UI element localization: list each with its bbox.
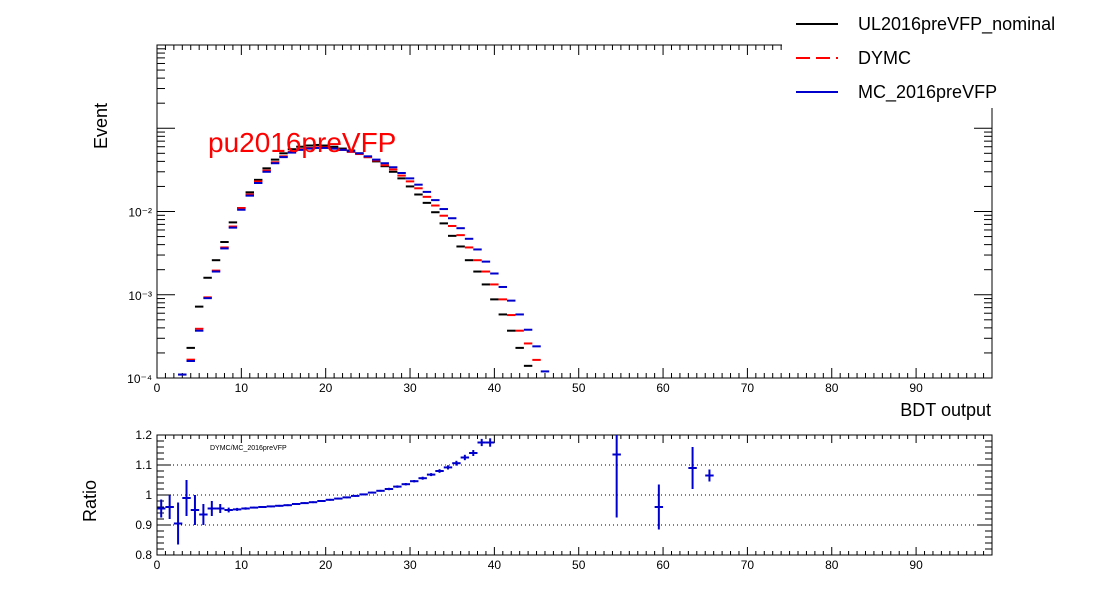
- ratio-x-tick-label: 50: [572, 558, 586, 572]
- ratio-axis-tick-labels: 0 10 20 30 40 50 60 70 80 90 0.8 0.9 1 1.1 1.2: [135, 428, 923, 572]
- main-x-tick-label: 20: [319, 381, 333, 395]
- main-x-tick-label: 10: [235, 381, 249, 395]
- ratio-x-tick-label: 60: [656, 558, 670, 572]
- legend: UL2016preVFP_nominal DYMC MC_2016preVFP: [782, 5, 1092, 108]
- ratio-point: [266, 505, 276, 508]
- ratio-point: [300, 502, 309, 505]
- ratio-point: [249, 506, 259, 509]
- ratio-point: [232, 507, 242, 511]
- ratio-y-tick-label: 0.8: [135, 548, 152, 562]
- ratio-gridlines: [157, 464, 992, 526]
- main-x-tick-label: 0: [154, 381, 161, 395]
- ratio-point: [469, 450, 478, 456]
- ratio-x-tick-label: 40: [488, 558, 502, 572]
- ratio-axis-ticks: [156, 434, 993, 556]
- main-x-tick-label: 80: [825, 381, 839, 395]
- ratio-point: [308, 501, 318, 504]
- ratio-plot-frame: [156, 434, 993, 556]
- ratio-point: [410, 480, 419, 483]
- ratio-y-axis-label: Ratio: [80, 480, 100, 522]
- ratio-point: [157, 499, 166, 518]
- y-axis-label: Event: [91, 103, 111, 149]
- ratio-point: [367, 491, 377, 494]
- x-axis-label: BDT output: [900, 400, 991, 420]
- ratio-x-tick-label: 0: [154, 558, 161, 572]
- ratio-annotation: DYMC/MC_2016preVFP: [210, 445, 287, 452]
- ratio-point: [460, 454, 470, 461]
- ratio-point: [291, 503, 301, 505]
- ratio-y-tick-label: 1: [145, 488, 152, 502]
- ratio-data-marks: [157, 435, 714, 545]
- main-axis-tick-labels: 0 10 20 30 40 50 60 70 80 90 10⁻⁴ 10⁻³ 10⁻²: [127, 206, 923, 396]
- main-x-tick-label: 60: [656, 381, 670, 395]
- ratio-point: [654, 484, 664, 530]
- ratio-point: [612, 435, 621, 518]
- ratio-point: [199, 504, 208, 525]
- ratio-point: [359, 493, 368, 496]
- ratio-point: [705, 469, 714, 482]
- ratio-x-tick-label: 30: [403, 558, 417, 572]
- ratio-point: [426, 473, 436, 477]
- ratio-point: [688, 447, 697, 489]
- ratio-point: [241, 507, 250, 510]
- ratio-x-tick-label: 20: [319, 558, 333, 572]
- ratio-point: [190, 495, 200, 525]
- ratio-y-tick-label: 1.2: [135, 428, 152, 442]
- legend-label-nominal: UL2016preVFP_nominal: [858, 14, 1055, 35]
- ratio-point: [477, 438, 486, 447]
- ratio-point: [418, 476, 427, 480]
- ratio-point: [452, 460, 461, 466]
- main-data-marks: [178, 143, 550, 376]
- ratio-point: [334, 497, 343, 500]
- ratio-point: [317, 500, 326, 502]
- main-x-tick-label: 70: [741, 381, 755, 395]
- ratio-x-tick-label: 90: [909, 558, 923, 572]
- main-x-tick-label: 50: [572, 381, 586, 395]
- ratio-point: [435, 469, 444, 473]
- ratio-plot-panel: 0 10 20 30 40 50 60 70 80 90 0.8 0.9 1 1.1 1.2 Ratio D…: [80, 428, 993, 572]
- ratio-point: [216, 504, 225, 513]
- main-x-tick-label: 90: [909, 381, 923, 395]
- ratio-point: [258, 506, 267, 508]
- ratio-point: [350, 494, 360, 497]
- main-y-tick-label: 10⁻⁴: [127, 372, 152, 386]
- legend-box: [782, 5, 1092, 108]
- ratio-point: [224, 507, 233, 513]
- ratio-point: [393, 485, 402, 488]
- main-x-tick-label: 30: [403, 381, 417, 395]
- ratio-y-tick-label: 1.1: [135, 458, 152, 472]
- main-plot-panel: 0 10 20 30 40 50 60 70 80 90 10⁻⁴ 10⁻³ 10⁻² Event BD…: [91, 44, 993, 420]
- main-y-tick-label: 10⁻³: [128, 289, 152, 303]
- ratio-point: [165, 495, 174, 519]
- ratio-point: [283, 504, 292, 507]
- legend-entry-nominal: UL2016preVFP_nominal: [796, 14, 1055, 35]
- ratio-point: [384, 487, 394, 491]
- ratio-point: [275, 504, 284, 507]
- ratio-x-tick-label: 10: [235, 558, 249, 572]
- legend-label-mc: MC_2016preVFP: [858, 82, 997, 103]
- ratio-point: [342, 496, 351, 499]
- ratio-point: [401, 483, 411, 486]
- ratio-x-tick-label: 70: [741, 558, 755, 572]
- ratio-x-tick-label: 80: [825, 558, 839, 572]
- ratio-point: [207, 501, 217, 516]
- ratio-y-tick-label: 0.9: [135, 518, 152, 532]
- pileup-annotation: pu2016preVFP: [208, 127, 396, 158]
- main-axis-ticks: [156, 44, 993, 379]
- main-x-tick-label: 40: [488, 381, 502, 395]
- ratio-point: [376, 489, 385, 492]
- ratio-point: [173, 502, 183, 545]
- legend-entry-mc: MC_2016preVFP: [796, 82, 997, 103]
- legend-label-dymc: DYMC: [858, 48, 911, 68]
- ratio-point: [325, 498, 335, 501]
- ratio-point: [182, 480, 191, 516]
- ratio-point: [443, 465, 453, 470]
- ratio-point: [485, 438, 495, 447]
- main-y-tick-label: 10⁻²: [128, 206, 152, 220]
- legend-entry-dymc: DYMC: [796, 48, 911, 68]
